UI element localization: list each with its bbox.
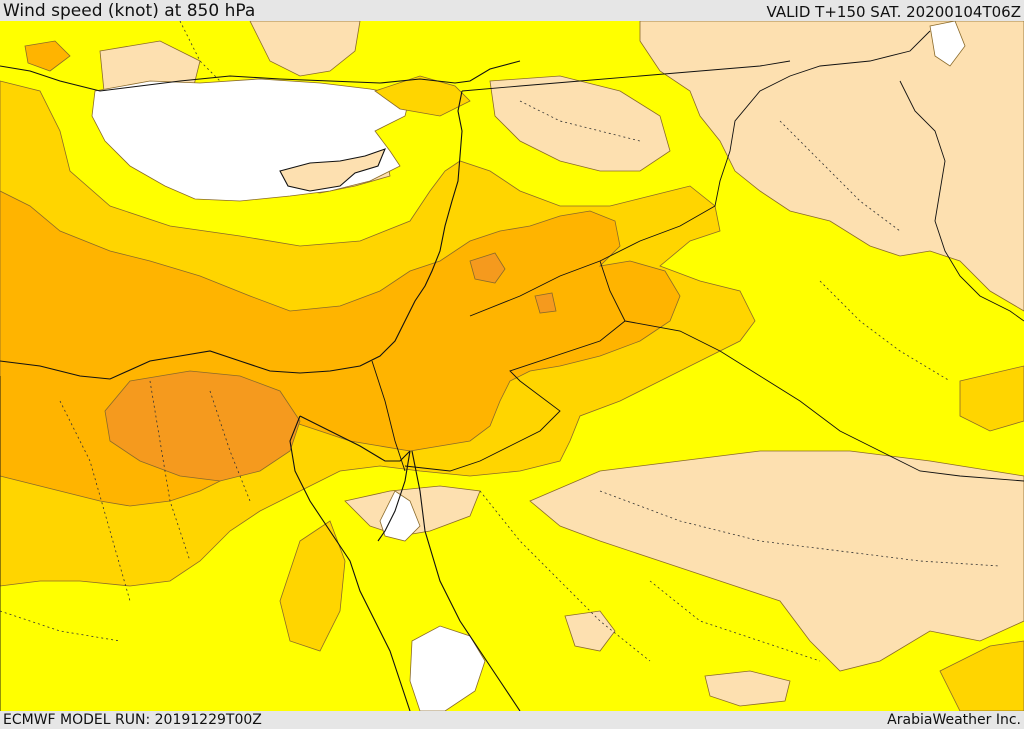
wind-zone-light-turkey-east bbox=[489, 75, 671, 172]
border-iran-iraq bbox=[899, 80, 1024, 322]
wind-zone-very-strong-egypt bbox=[104, 370, 301, 482]
wind-zone-calm-northeast bbox=[929, 21, 966, 67]
wind-zone-very-strong-levant bbox=[469, 252, 506, 284]
wind-speed-map[interactable] bbox=[0, 21, 1024, 711]
valid-time: VALID T+150 SAT. 20200104T06Z bbox=[766, 3, 1021, 21]
wind-zone-light-south-patch bbox=[564, 610, 616, 652]
wind-zone-fresh-south-red-sea bbox=[279, 520, 346, 652]
internal-boundaries bbox=[0, 21, 1001, 662]
wind-zone-light-southeast bbox=[529, 450, 1024, 672]
footer-bar: ECMWF MODEL RUN: 20191229T00Z ArabiaWeat… bbox=[0, 711, 1024, 729]
wind-zone-very-strong-jordan bbox=[534, 292, 557, 314]
map-title: Wind speed (knot) at 850 hPa bbox=[3, 1, 256, 21]
credit: ArabiaWeather Inc. bbox=[887, 712, 1021, 728]
coastline-sinai bbox=[299, 415, 411, 462]
coastline-turkey-south bbox=[0, 60, 521, 92]
wind-zone-fresh-north bbox=[374, 75, 471, 117]
wind-zone-light-south-patch-2 bbox=[704, 670, 791, 707]
border-iraq-saudi bbox=[624, 320, 1024, 482]
border-jordan-saudi bbox=[404, 320, 626, 472]
coastline-gulf-of-aqaba bbox=[377, 450, 411, 542]
wind-zone-fresh-east bbox=[959, 365, 1024, 432]
wind-zone-light-north bbox=[249, 21, 361, 77]
border-jordan-iraq bbox=[599, 260, 626, 322]
coastline-cyprus bbox=[279, 148, 386, 192]
wind-zone-calm-south bbox=[409, 625, 486, 711]
wind-zone-calm-red-sea bbox=[379, 490, 421, 542]
coastline-egypt-north bbox=[0, 90, 463, 380]
model-run: ECMWF MODEL RUN: 20191229T00Z bbox=[3, 712, 262, 728]
coastline-arabia-red-sea bbox=[411, 450, 521, 711]
border-israel-egypt bbox=[371, 360, 406, 472]
wind-zone-strong-west-small bbox=[24, 40, 71, 72]
header-bar: Wind speed (knot) at 850 hPa VALID T+150… bbox=[0, 0, 1024, 21]
border-syria-iraq bbox=[469, 30, 931, 317]
wind-zone-fresh-southeast bbox=[939, 640, 1024, 711]
wind-zone-light-northeast bbox=[639, 21, 1024, 312]
coastline-gulf-of-suez bbox=[289, 415, 411, 711]
border-turkey-syria bbox=[461, 60, 791, 92]
